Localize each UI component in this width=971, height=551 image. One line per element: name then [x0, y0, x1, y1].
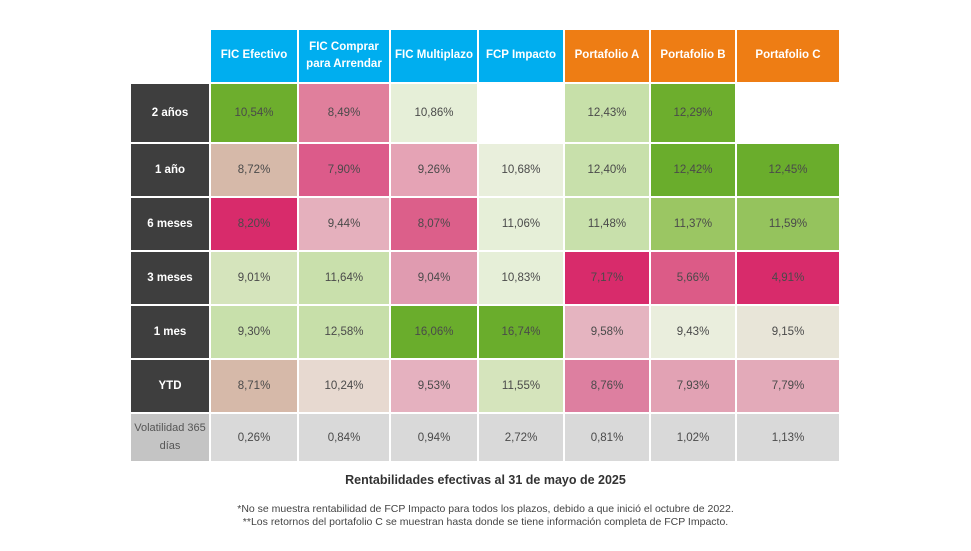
value-cell-ytd-portafolio-a: 8,76%	[565, 360, 649, 412]
value-cell-3-meses-portafolio-c: 4,91%	[737, 252, 839, 304]
value-cell-1-ano-fic-multiplazo: 9,26%	[391, 144, 477, 196]
column-header-fic-comprar-para-arrendar: FIC Comprar para Arrendar	[299, 30, 389, 82]
row-label-ytd: YTD	[131, 360, 209, 412]
value-cell-2-anos-fic-efectivo: 10,54%	[211, 84, 297, 142]
value-cell-6-meses-fic-comprar-para-arrendar: 9,44%	[299, 198, 389, 250]
column-header-portafolio-b: Portafolio B	[651, 30, 735, 82]
value-cell-1-ano-fic-efectivo: 8,72%	[211, 144, 297, 196]
column-header-fic-efectivo: FIC Efectivo	[211, 30, 297, 82]
row-label-volatilidad-365-dias: Volatilidad 365 días	[131, 414, 209, 461]
value-cell-volatilidad-365-dias-fic-comprar-para-arrendar: 0,84%	[299, 414, 389, 461]
value-cell-1-mes-portafolio-a: 9,58%	[565, 306, 649, 358]
table-corner	[131, 30, 209, 82]
column-header-fic-multiplazo: FIC Multiplazo	[391, 30, 477, 82]
value-cell-ytd-fic-comprar-para-arrendar: 10,24%	[299, 360, 389, 412]
value-cell-1-ano-fcp-impacto: 10,68%	[479, 144, 563, 196]
value-cell-volatilidad-365-dias-portafolio-a: 0,81%	[565, 414, 649, 461]
value-cell-2-anos-fic-comprar-para-arrendar: 8,49%	[299, 84, 389, 142]
column-header-portafolio-a: Portafolio A	[565, 30, 649, 82]
value-cell-1-mes-fic-multiplazo: 16,06%	[391, 306, 477, 358]
value-cell-3-meses-fic-multiplazo: 9,04%	[391, 252, 477, 304]
value-cell-3-meses-fic-efectivo: 9,01%	[211, 252, 297, 304]
value-cell-6-meses-fcp-impacto: 11,06%	[479, 198, 563, 250]
value-cell-1-ano-portafolio-c: 12,45%	[737, 144, 839, 196]
value-cell-3-meses-fic-comprar-para-arrendar: 11,64%	[299, 252, 389, 304]
value-cell-volatilidad-365-dias-fcp-impacto: 2,72%	[479, 414, 563, 461]
returns-table: FIC Efectivo FIC Comprar para Arrendar FIC…	[131, 30, 839, 461]
value-cell-ytd-fcp-impacto: 11,55%	[479, 360, 563, 412]
row-label-1-ano: 1 año	[131, 144, 209, 196]
value-cell-1-ano-fic-comprar-para-arrendar: 7,90%	[299, 144, 389, 196]
column-header-fcp-impacto: FCP Impacto	[479, 30, 563, 82]
value-cell-ytd-fic-multiplazo: 9,53%	[391, 360, 477, 412]
value-cell-volatilidad-365-dias-fic-multiplazo: 0,94%	[391, 414, 477, 461]
value-cell-2-anos-portafolio-b: 12,29%	[651, 84, 735, 142]
value-cell-6-meses-portafolio-b: 11,37%	[651, 198, 735, 250]
value-cell-3-meses-portafolio-b: 5,66%	[651, 252, 735, 304]
value-cell-ytd-portafolio-b: 7,93%	[651, 360, 735, 412]
value-cell-6-meses-fic-efectivo: 8,20%	[211, 198, 297, 250]
value-cell-ytd-portafolio-c: 7,79%	[737, 360, 839, 412]
value-cell-6-meses-portafolio-a: 11,48%	[565, 198, 649, 250]
value-cell-ytd-fic-efectivo: 8,71%	[211, 360, 297, 412]
value-cell-6-meses-fic-multiplazo: 8,07%	[391, 198, 477, 250]
value-cell-3-meses-portafolio-a: 7,17%	[565, 252, 649, 304]
chart-title: Rentabilidades efectivas al 31 de mayo d…	[345, 473, 626, 487]
footnote-fcp-impacto: *No se muestra rentabilidad de FCP Impac…	[237, 503, 734, 515]
value-cell-6-meses-portafolio-c: 11,59%	[737, 198, 839, 250]
value-cell-3-meses-fcp-impacto: 10,83%	[479, 252, 563, 304]
footnote-portafolio-c: **Los retornos del portafolio C se muest…	[242, 516, 729, 528]
value-cell-1-mes-fic-comprar-para-arrendar: 12,58%	[299, 306, 389, 358]
value-cell-1-mes-fic-efectivo: 9,30%	[211, 306, 297, 358]
value-cell-2-anos-fic-multiplazo: 10,86%	[391, 84, 477, 142]
row-label-6-meses: 6 meses	[131, 198, 209, 250]
empty-cell	[479, 84, 563, 142]
value-cell-1-mes-portafolio-b: 9,43%	[651, 306, 735, 358]
row-label-3-meses: 3 meses	[131, 252, 209, 304]
row-label-1-mes: 1 mes	[131, 306, 209, 358]
value-cell-2-anos-portafolio-a: 12,43%	[565, 84, 649, 142]
value-cell-1-ano-portafolio-a: 12,40%	[565, 144, 649, 196]
row-label-2-anos: 2 años	[131, 84, 209, 142]
column-header-portafolio-c: Portafolio C	[737, 30, 839, 82]
value-cell-volatilidad-365-dias-portafolio-c: 1,13%	[737, 414, 839, 461]
value-cell-volatilidad-365-dias-portafolio-b: 1,02%	[651, 414, 735, 461]
value-cell-1-ano-portafolio-b: 12,42%	[651, 144, 735, 196]
value-cell-volatilidad-365-dias-fic-efectivo: 0,26%	[211, 414, 297, 461]
value-cell-1-mes-portafolio-c: 9,15%	[737, 306, 839, 358]
empty-cell	[737, 84, 839, 142]
value-cell-1-mes-fcp-impacto: 16,74%	[479, 306, 563, 358]
